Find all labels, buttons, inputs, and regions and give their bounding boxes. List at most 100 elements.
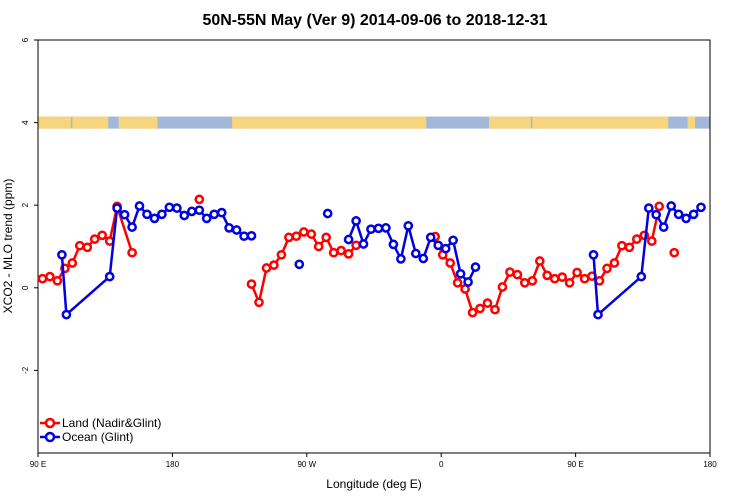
data-point [149,213,160,224]
chart-title: 50N-55N May (Ver 9) 2014-09-06 to 2018-1… [202,12,547,29]
data-point [172,203,182,213]
data-point [179,210,190,221]
land-band-segment [118,116,158,129]
data-point [669,247,680,258]
data-point [157,209,167,220]
land-band-segment [232,116,427,129]
data-point [82,242,93,253]
data-point [433,240,444,251]
data-point [617,240,627,251]
data-point [284,232,294,243]
data-point [119,209,130,220]
data-point [254,297,264,308]
data-point [497,282,508,292]
data-point [593,309,603,320]
land-band-segment [38,116,71,129]
data-point [269,260,279,270]
data-point [294,259,305,270]
data-point [564,277,575,288]
y-axis-label: XCO2 - MLO trend (ppm) [1,179,15,314]
data-point [127,247,137,258]
data-point [646,236,657,246]
data-point [490,304,500,315]
data-point [97,230,108,241]
data-point [231,225,242,235]
series-line [434,206,661,314]
y-tick-label: 6 [21,37,30,42]
x-axis-label: Longitude (deg E) [326,477,421,491]
data-point [381,223,391,233]
data-point [588,249,599,260]
data-point [631,234,642,244]
data-point [418,253,429,264]
x-tick-label: 180 [703,460,717,469]
data-point [557,272,568,282]
data-point [425,232,436,243]
data-point [52,275,63,286]
y-tick-label: 2 [21,202,30,207]
data-point [542,270,553,281]
land-ocean-band [38,116,710,129]
y-tick-label: 4 [21,120,30,125]
data-point [666,201,677,211]
data-point [534,256,545,266]
data-point [37,273,48,284]
data-point [89,234,100,244]
data-point [388,239,399,250]
data-point [549,273,560,284]
data-point [343,234,354,245]
legend-ocean-marker [44,431,56,443]
data-point [455,268,466,279]
data-point [572,267,582,278]
x-tick-label: 180 [166,460,180,469]
data-point [463,277,473,287]
data-point [579,273,590,284]
data-point [403,220,414,231]
data-point [636,271,647,282]
data-point [216,207,227,218]
series-layer [37,194,706,320]
data-point [351,216,361,226]
legend: Land (Nadir&Glint) Ocean (Glint) [40,416,161,444]
series-1 [57,201,706,320]
data-point [358,239,369,249]
data-point [602,263,612,274]
data-point [448,235,458,246]
data-point [351,240,361,251]
data-point [276,249,287,260]
data-point [475,303,485,314]
y-tick-label: -2 [21,366,30,374]
data-point [194,205,205,216]
plot-frame [37,39,711,454]
data-point [654,201,665,212]
series-0 [37,194,680,318]
data-point [336,245,346,256]
data-point [452,277,463,288]
data-point [127,222,137,232]
data-point [61,309,72,320]
data-point [366,224,376,235]
data-point [519,277,530,288]
data-point [373,223,384,234]
data-point [527,275,538,286]
data-point [681,213,691,224]
data-point [321,232,332,243]
x-tick-label: 90 E [567,460,583,469]
legend-ocean-label: Ocean (Glint) [62,430,133,444]
data-point [396,254,406,264]
data-point [505,267,515,277]
data-point [142,209,152,220]
data-point [313,241,324,252]
land-band-segment [72,116,109,129]
data-point [74,240,85,251]
data-point [624,242,635,253]
data-point [67,258,78,268]
land-band-segment [488,116,531,129]
y-tick-label: 0 [21,285,30,290]
data-point [239,231,249,242]
data-point [134,201,145,211]
data-point [201,213,212,224]
data-point [696,202,706,213]
data-point [112,203,122,213]
